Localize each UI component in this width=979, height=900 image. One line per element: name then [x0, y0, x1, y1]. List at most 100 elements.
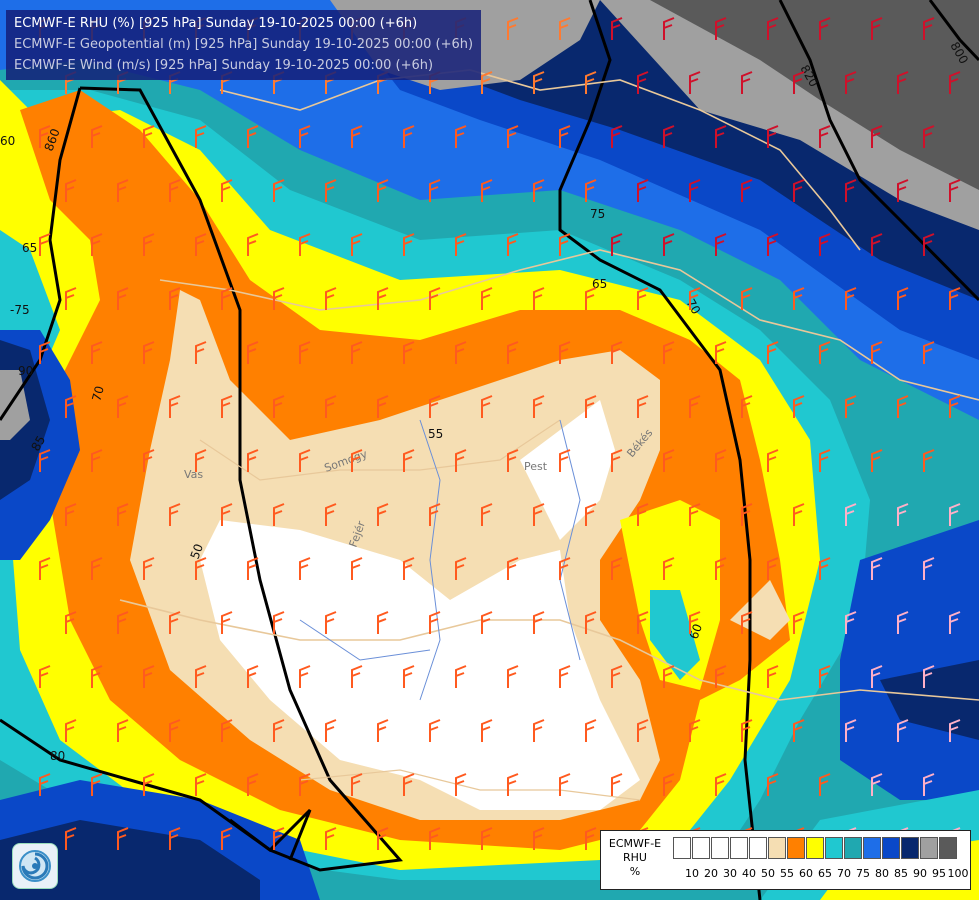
wind-barb: [65, 611, 77, 634]
contour-label: 65: [592, 277, 607, 291]
wind-barb: [871, 557, 883, 580]
title-rhu: ECMWF-E RHU (%) [925 hPa] Sunday 19-10-2…: [14, 16, 418, 31]
wind-barb: [819, 665, 831, 688]
wind-barb: [195, 233, 207, 256]
wind-barb: [559, 773, 571, 796]
wind-barb: [949, 395, 961, 418]
wind-barb: [559, 233, 571, 256]
wind-barb: [715, 125, 727, 148]
wind-barb: [455, 341, 467, 364]
wind-barb: [117, 287, 129, 310]
wind-barb: [611, 125, 623, 148]
wind-barb: [715, 449, 727, 472]
wind-barb: [273, 395, 285, 418]
wind-barb: [871, 233, 883, 256]
wind-barb: [715, 233, 727, 256]
wind-barb: [325, 503, 337, 526]
wind-barb: [871, 17, 883, 40]
wind-barb: [377, 827, 389, 850]
wind-barb: [65, 827, 77, 850]
wind-barb: [637, 179, 649, 202]
wind-barb: [767, 233, 779, 256]
wind-barb: [793, 611, 805, 634]
legend-tick: 70: [837, 867, 851, 880]
wind-barb: [585, 71, 597, 94]
legend-swatch: [939, 837, 957, 859]
wind-barb: [273, 827, 285, 850]
contour-label: 60: [0, 134, 15, 148]
wind-barb: [585, 719, 597, 742]
wind-barb: [117, 827, 129, 850]
wind-barb: [585, 395, 597, 418]
wind-barb: [455, 557, 467, 580]
wind-barb: [351, 233, 363, 256]
wind-barb: [793, 395, 805, 418]
wind-barb: [377, 611, 389, 634]
wind-barb: [455, 449, 467, 472]
wind-barb: [247, 341, 259, 364]
wind-barb: [273, 287, 285, 310]
wind-barb: [533, 395, 545, 418]
wind-barb: [507, 557, 519, 580]
wind-barb: [429, 719, 441, 742]
wind-barb: [221, 503, 233, 526]
wind-barb: [533, 179, 545, 202]
wind-barb: [299, 665, 311, 688]
wind-barb: [741, 395, 753, 418]
wind-barb: [429, 287, 441, 310]
wind-barb: [169, 611, 181, 634]
wind-barb: [91, 773, 103, 796]
wind-barb: [403, 449, 415, 472]
wind-barb: [429, 503, 441, 526]
wind-barb: [39, 233, 51, 256]
wind-barb: [637, 503, 649, 526]
wind-barb: [221, 395, 233, 418]
contour-label: 65: [22, 241, 37, 255]
wind-barb: [663, 557, 675, 580]
wind-barb: [169, 719, 181, 742]
wind-barb: [325, 179, 337, 202]
wind-barb: [611, 341, 623, 364]
wind-barb: [897, 287, 909, 310]
legend-tick: 60: [799, 867, 813, 880]
wind-barb: [559, 449, 571, 472]
rhu-legend: ECMWF-E RHU % 10 20 30 40 50 55 60 65 70 75 80 85 90…: [600, 830, 971, 890]
wind-barb: [455, 125, 467, 148]
wind-barb: [949, 503, 961, 526]
wind-barb: [871, 125, 883, 148]
wind-barb: [533, 827, 545, 850]
wind-barb: [611, 17, 623, 40]
wind-barb: [39, 665, 51, 688]
wind-barb: [273, 503, 285, 526]
wind-barb: [611, 557, 623, 580]
wind-barb: [325, 611, 337, 634]
wind-barb: [871, 449, 883, 472]
wind-barb: [819, 125, 831, 148]
wind-barb: [845, 611, 857, 634]
wind-barb: [689, 611, 701, 634]
wind-barb: [663, 665, 675, 688]
wind-barb: [897, 503, 909, 526]
wind-barb: [299, 233, 311, 256]
wind-barb: [533, 71, 545, 94]
wind-barb: [767, 341, 779, 364]
wind-barb: [689, 395, 701, 418]
wind-barb: [455, 233, 467, 256]
legend-swatch: [882, 837, 900, 859]
wind-barb: [507, 341, 519, 364]
wind-barb: [351, 449, 363, 472]
wind-barb: [247, 125, 259, 148]
wind-barb: [559, 557, 571, 580]
wind-barb: [143, 233, 155, 256]
wind-barb: [325, 719, 337, 742]
wind-barb: [221, 179, 233, 202]
legend-swatch: [787, 837, 805, 859]
wind-barb: [819, 233, 831, 256]
wind-barb: [923, 341, 935, 364]
title-geopotential: ECMWF-E Geopotential (m) [925 hPa] Sunda…: [14, 37, 474, 52]
wind-barb: [65, 179, 77, 202]
wind-barb: [273, 179, 285, 202]
wind-barb: [819, 17, 831, 40]
wind-barb: [117, 719, 129, 742]
